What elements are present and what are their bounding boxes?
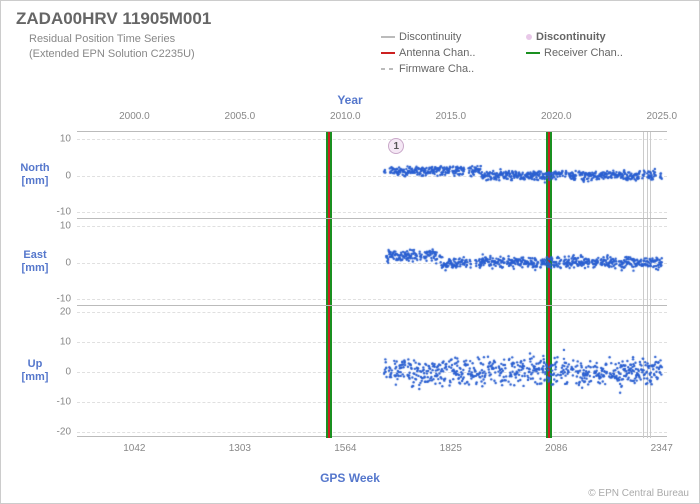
scatter-canvas	[77, 219, 667, 306]
xtick-gpsweek: 1825	[440, 443, 462, 454]
legend-label: Receiver Chan..	[544, 47, 623, 59]
subplot-east: -10010East[mm]	[77, 218, 667, 305]
legend-col-1: Discontinuity Antenna Chan.. Firmware Cha.…	[381, 29, 475, 77]
ytick: 10	[41, 337, 71, 348]
legend-swatch-line	[381, 68, 395, 70]
xtick-year: 2020.0	[541, 111, 572, 122]
chart-container: ZADA00HRV 11905M001 Residual Position Ti…	[0, 0, 700, 504]
ylabel-name: East	[23, 249, 46, 261]
legend-swatch-line	[381, 52, 395, 54]
legend-item: Discontinuity	[381, 29, 475, 45]
axis-label-year: Year	[337, 93, 362, 107]
chart-title: ZADA00HRV 11905M001	[16, 9, 211, 29]
xtick-year: 2025.0	[646, 111, 677, 122]
xtick-gpsweek: 1042	[123, 443, 145, 454]
xtick-year: 2005.0	[225, 111, 256, 122]
ytick: -10	[41, 293, 71, 304]
ylabel: East[mm]	[15, 249, 55, 275]
legend-swatch-line	[381, 36, 395, 38]
legend-item: Antenna Chan..	[381, 45, 475, 61]
xtick-gpsweek: 2347	[651, 443, 673, 454]
ylabel-unit: [mm]	[22, 175, 49, 187]
chart-subtitle-2: (Extended EPN Solution C2235U)	[29, 48, 195, 60]
xtick-gpsweek: 2086	[545, 443, 567, 454]
xtick-gpsweek: 1564	[334, 443, 356, 454]
xtick-year: 2000.0	[119, 111, 150, 122]
ylabel-name: North	[20, 162, 49, 174]
legend-item: Firmware Cha..	[381, 61, 475, 77]
legend-item: Receiver Chan..	[526, 45, 623, 61]
ylabel: North[mm]	[15, 162, 55, 188]
xtick-gpsweek: 1303	[229, 443, 251, 454]
xtick-year: 2010.0	[330, 111, 361, 122]
legend-swatch-dot	[526, 34, 532, 40]
legend-item: Discontinuity	[526, 29, 623, 45]
ylabel-name: Up	[28, 358, 43, 370]
xtick-year: 2015.0	[436, 111, 467, 122]
legend-label: Discontinuity	[399, 31, 461, 43]
ylabel-unit: [mm]	[22, 262, 49, 274]
subplot-north: -10010North[mm]1	[77, 131, 667, 218]
plot-area: 2000.02005.02010.02015.02020.02025.01042…	[77, 131, 667, 437]
legend-label: Firmware Cha..	[399, 63, 474, 75]
ytick: 10	[41, 134, 71, 145]
ytick: 20	[41, 307, 71, 318]
ylabel: Up[mm]	[15, 358, 55, 384]
copyright-text: © EPN Central Bureau	[588, 488, 689, 499]
ylabel-unit: [mm]	[22, 371, 49, 383]
scatter-canvas	[77, 132, 667, 219]
legend-swatch-line	[526, 52, 540, 54]
ytick: -10	[41, 206, 71, 217]
axis-label-gpsweek: GPS Week	[320, 471, 380, 485]
scatter-canvas	[77, 306, 667, 438]
legend-col-2: Discontinuity Receiver Chan..	[526, 29, 623, 61]
ytick: -10	[41, 397, 71, 408]
legend-label: Antenna Chan..	[399, 47, 475, 59]
chart-subtitle-1: Residual Position Time Series	[29, 33, 175, 45]
ytick: -20	[41, 427, 71, 438]
ytick: 10	[41, 221, 71, 232]
legend-label: Discontinuity	[536, 31, 606, 43]
subplot-up: -20-1001020Up[mm]	[77, 305, 667, 437]
